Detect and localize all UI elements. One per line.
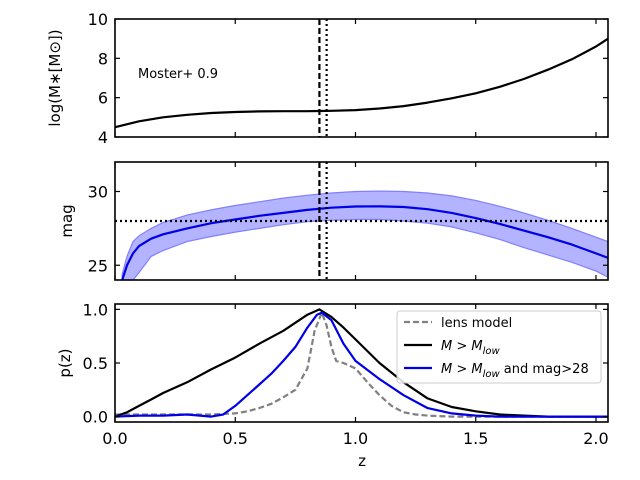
annotation-moster: Moster+ 0.9 [138,67,218,82]
ytick-label: 25 [88,256,108,275]
xtick-label: 0.0 [102,429,127,448]
panel-magnitude: 25 30 mag [58,161,609,281]
xtick-label: 0.5 [223,429,248,448]
xtick-label: 1.5 [463,429,488,448]
axes-frame-top [114,18,609,138]
legend-label-m-gt-mlow-main: M > M [441,339,483,354]
panel-pz: 0.0 0.5 1.0 0.0 0.5 1.0 1.5 2.0 p(z) z lens mod… [56,300,609,470]
axes-frame-middle [114,161,609,281]
ylabel-bottom: p(z) [56,348,74,377]
legend-label-lens-model: lens model [441,316,512,331]
ytick-label: 6 [98,89,108,108]
ytick-label: 0.5 [83,354,108,373]
series-line-mid-0 [121,205,609,281]
xtick-label: 2.0 [583,429,608,448]
ytick-label: 30 [88,183,108,202]
legend-label-lens-model-text: lens model [441,316,512,331]
legend-label-m-gt-mlow: M > Mlow [441,339,500,357]
panel-stellar-mass: 4 6 8 10 log(M∗[M⊙]) Moster+ 0.9 [46,10,609,147]
series-line-top-0 [114,37,609,129]
xtick-label: 1.0 [343,429,368,448]
legend-label-m-gt-mlow-sub: low [483,346,501,357]
ytick-label: 10 [88,10,108,29]
legend-label-m-gt-mlow-mag-sub: low [483,369,501,380]
confidence-band-0 [121,190,609,281]
legend: lens model M > Mlow M > Mlow and mag>28 [396,310,602,384]
legend-label-m-gt-mlow-mag-main: M > M [441,362,483,377]
ylabel-top: log(M∗[M⊙]) [46,29,64,126]
ytick-label: 8 [98,49,108,68]
legend-label-m-gt-mlow-mag-suffix: and mag>28 [500,362,589,377]
ytick-label: 1.0 [83,300,108,319]
ytick-label: 0.0 [83,408,108,427]
legend-box [396,310,602,384]
legend-label-m-gt-mlow-mag: M > Mlow and mag>28 [441,362,589,380]
series-line-bot-2 [114,311,608,418]
series-line-bot-1 [114,308,608,418]
ylabel-middle: mag [58,204,76,237]
xlabel-bottom: z [358,452,366,470]
ytick-label: 4 [98,128,108,147]
